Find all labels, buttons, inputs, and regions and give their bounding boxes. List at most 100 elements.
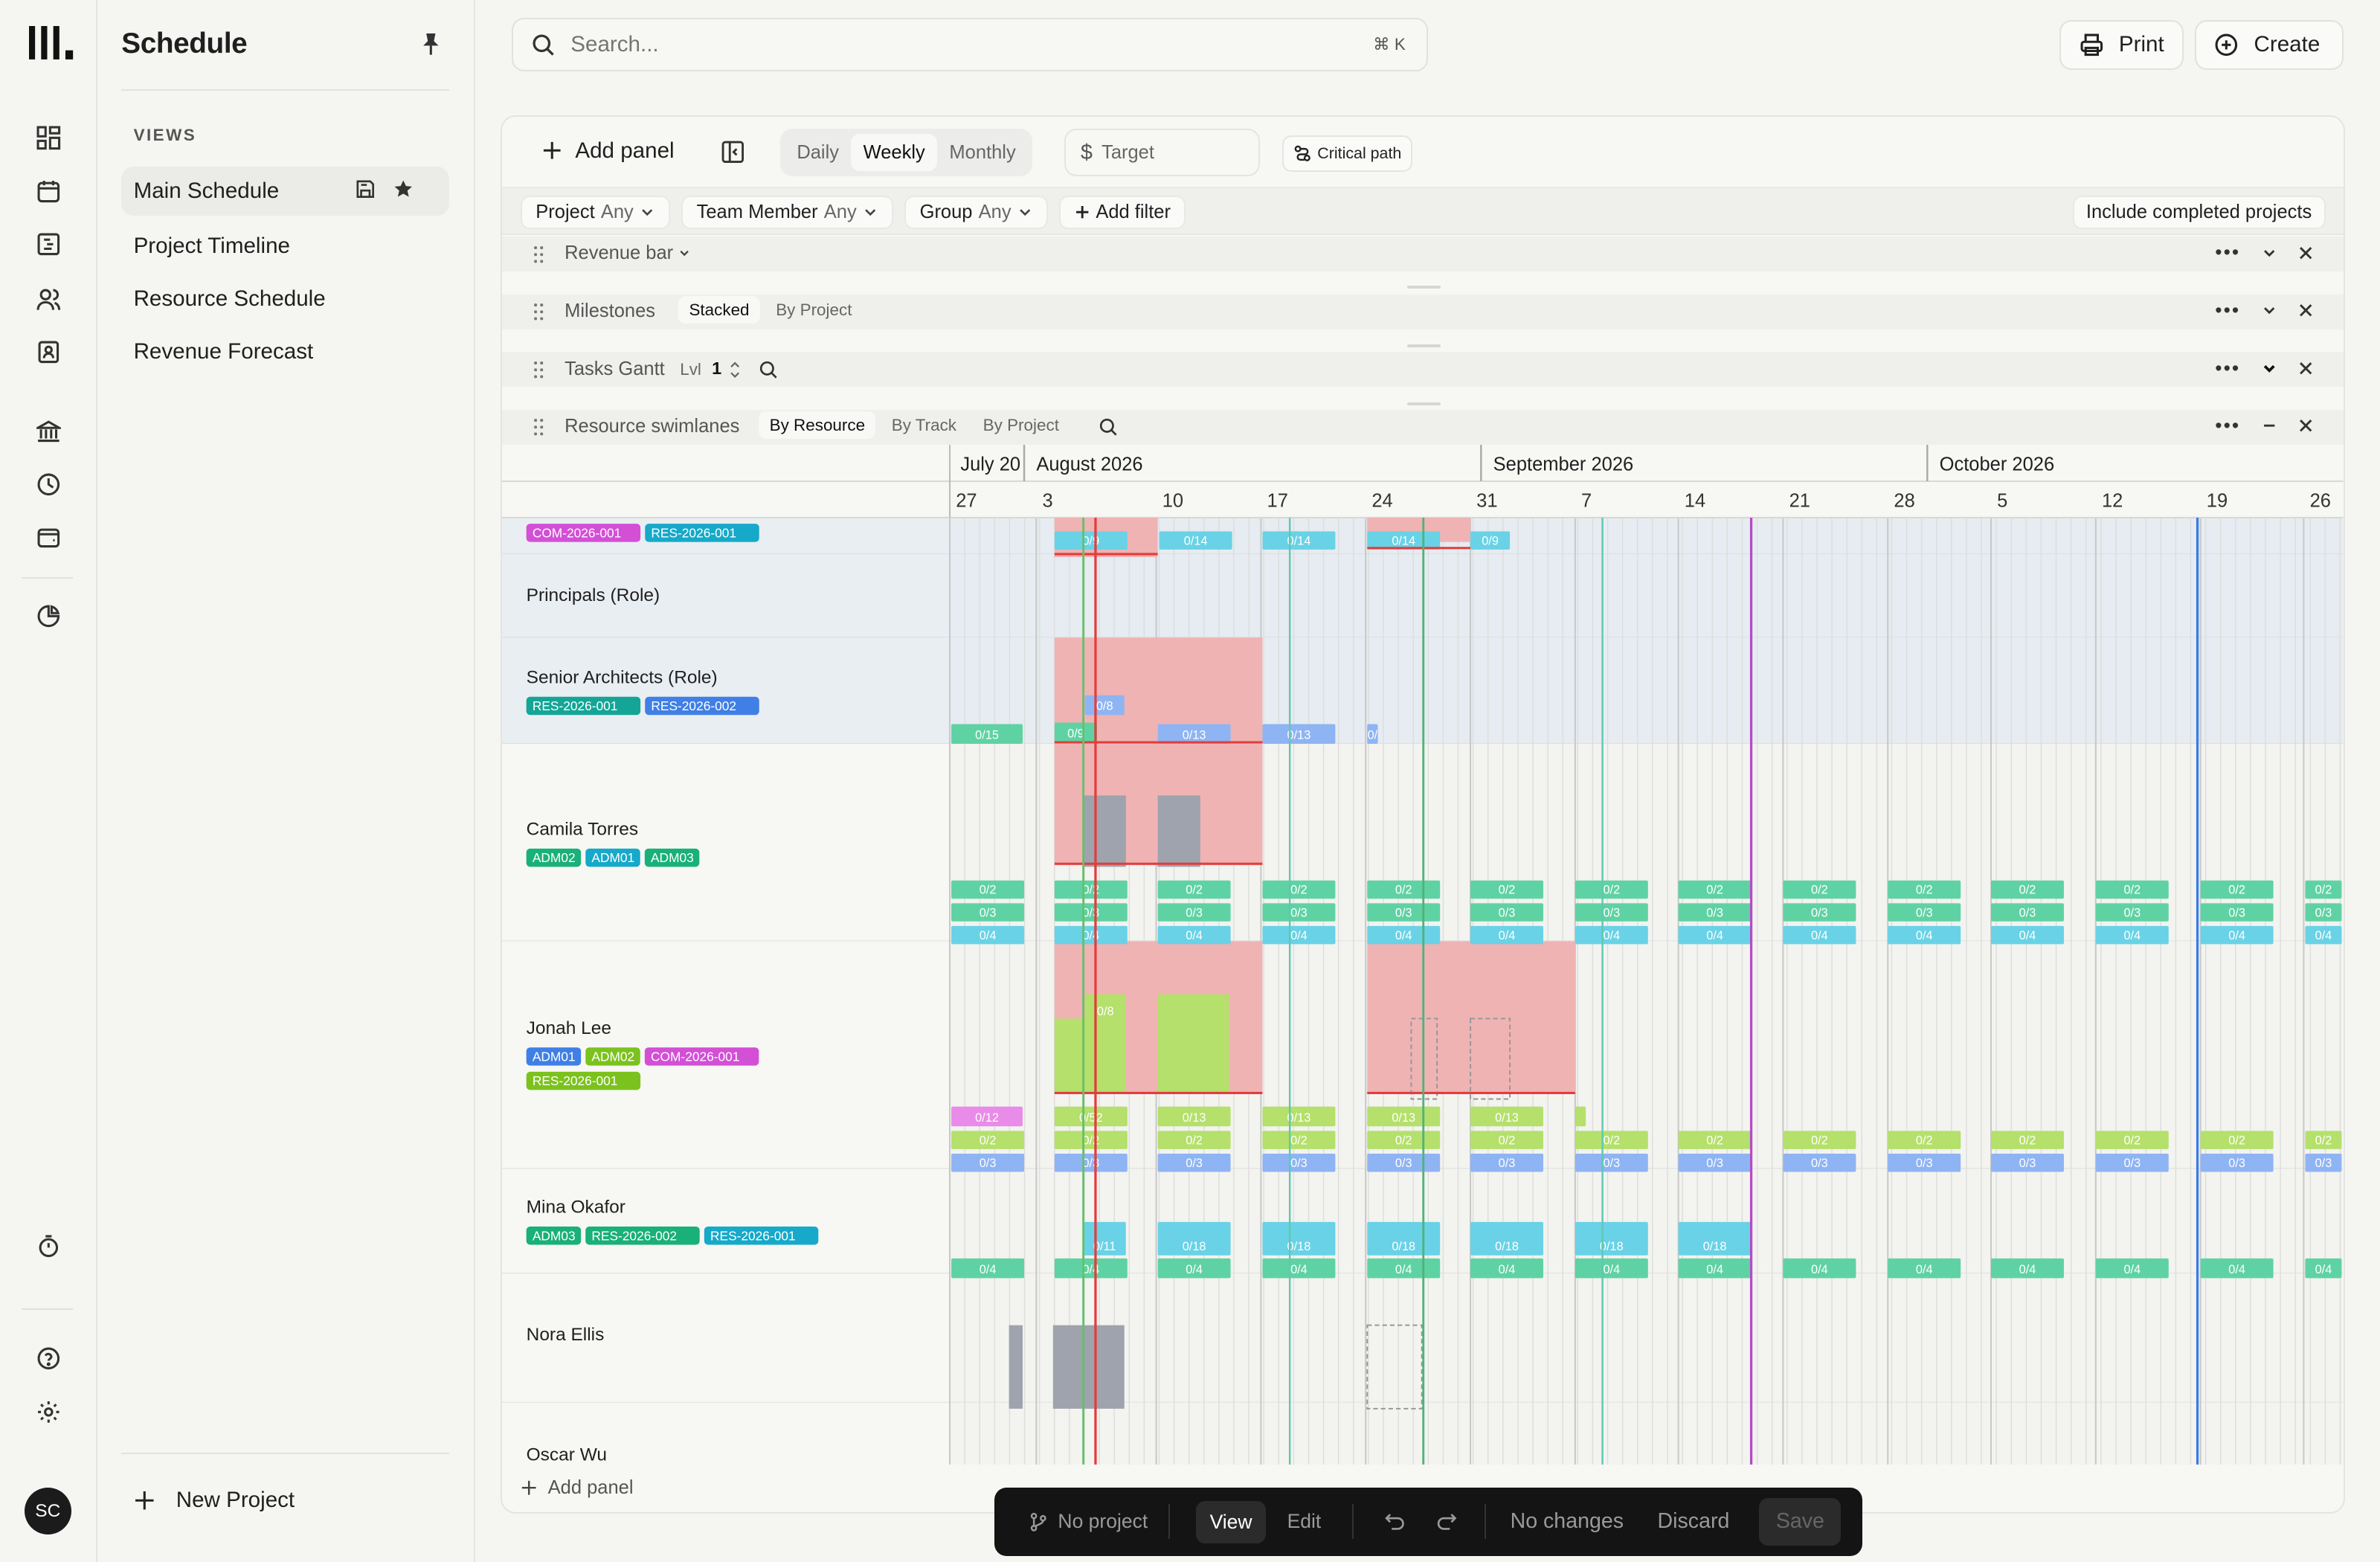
include-completed-toggle[interactable]: Include completed projects xyxy=(2072,196,2326,230)
sidebar-item-main-schedule[interactable]: Main Schedule xyxy=(121,167,450,216)
allocation-label: 0/2 xyxy=(2315,1134,2332,1147)
chevron-down-icon[interactable] xyxy=(2262,303,2277,318)
allocation-bar xyxy=(2096,880,2170,899)
bank-icon[interactable] xyxy=(33,416,64,446)
pin-icon[interactable] xyxy=(419,32,443,57)
dashboard-icon[interactable] xyxy=(33,123,64,153)
scale-daily[interactable]: Daily xyxy=(797,141,840,163)
lane-track xyxy=(950,1169,2344,1274)
close-icon[interactable] xyxy=(2298,303,2313,318)
allocation-label: 0/3 xyxy=(2019,1157,2036,1170)
calendar-icon[interactable] xyxy=(33,176,64,207)
timer-icon[interactable] xyxy=(33,1231,64,1262)
revenue-bar-label[interactable]: Revenue bar xyxy=(565,242,690,264)
lane-tag xyxy=(585,1226,701,1245)
print-button[interactable]: Print xyxy=(2059,19,2184,70)
allocation-label: 0/3 xyxy=(980,906,997,919)
panel-resize-handle[interactable] xyxy=(1406,402,1441,405)
add-panel-footer-button[interactable]: Add panel xyxy=(521,1477,634,1499)
stepper-arrows-icon[interactable] xyxy=(729,360,741,380)
rail-divider xyxy=(21,576,73,579)
mode-by-resource[interactable]: By Resource xyxy=(759,411,876,440)
create-button[interactable]: Create xyxy=(2194,19,2344,70)
allocation-bar xyxy=(1262,1221,1336,1256)
chevron-down-icon[interactable] xyxy=(2262,245,2277,260)
drag-handle-icon[interactable] xyxy=(533,245,544,265)
new-project-button[interactable]: New Project xyxy=(134,1488,295,1513)
allocation-bar xyxy=(1783,1131,1856,1149)
lane-tag-label: ADM01 xyxy=(592,850,635,865)
panel-resize-handle[interactable] xyxy=(1406,285,1441,289)
gantt-chart-icon[interactable] xyxy=(33,229,64,260)
branch-selector[interactable]: No project xyxy=(1029,1488,1148,1556)
allocation-label: 0/3 xyxy=(1186,906,1203,919)
drag-handle-icon[interactable] xyxy=(533,302,544,322)
mode-by-track[interactable]: By Track xyxy=(891,416,957,435)
close-icon[interactable] xyxy=(2298,245,2313,260)
filter-project[interactable]: Project Any xyxy=(520,196,670,230)
swimlane-mode-toggle: By Resource By Track By Project xyxy=(759,411,1070,440)
allocation-bar xyxy=(1575,903,1649,922)
level-stepper[interactable]: 1 xyxy=(712,358,722,378)
allocation-label: 0/2 xyxy=(1499,1134,1516,1147)
minimize-icon[interactable] xyxy=(2262,418,2277,433)
drag-handle-icon[interactable] xyxy=(533,417,544,437)
target-field[interactable]: $ Target xyxy=(1064,129,1260,176)
filter-team-member[interactable]: Team Member Any xyxy=(681,196,893,230)
more-icon[interactable]: ••• xyxy=(2215,356,2241,379)
close-icon[interactable] xyxy=(2298,361,2313,376)
allocation-label: 0/3 xyxy=(1395,906,1412,919)
allocation-bar xyxy=(1055,1131,1128,1149)
filter-value: Any xyxy=(978,202,1012,223)
add-panel-button[interactable]: Add panel xyxy=(542,138,675,164)
save-button[interactable]: Save xyxy=(1759,1498,1842,1546)
edit-mode-button[interactable]: Edit xyxy=(1287,1488,1322,1556)
chevron-down-icon[interactable] xyxy=(2262,361,2277,376)
allocation-bar xyxy=(2096,1258,2170,1279)
help-icon[interactable] xyxy=(33,1343,64,1374)
search-icon[interactable] xyxy=(759,360,779,380)
more-icon[interactable]: ••• xyxy=(2215,414,2241,437)
critical-path-button[interactable]: Critical path xyxy=(1282,135,1412,172)
save-view-icon[interactable] xyxy=(356,179,376,199)
star-icon[interactable] xyxy=(393,179,414,199)
user-avatar[interactable]: SC xyxy=(24,1487,71,1535)
allocation-bar xyxy=(1783,1153,1856,1172)
more-icon[interactable]: ••• xyxy=(2215,241,2241,264)
scale-weekly[interactable]: Weekly xyxy=(851,134,938,171)
allocation-label: 0/4 xyxy=(1186,1263,1203,1276)
settings-gear-icon[interactable] xyxy=(33,1397,64,1427)
sidebar-item-resource-schedule[interactable]: Resource Schedule xyxy=(121,274,449,323)
scale-monthly[interactable]: Monthly xyxy=(949,141,1016,163)
undo-button[interactable] xyxy=(1384,1488,1406,1556)
mode-stacked[interactable]: Stacked xyxy=(678,295,760,324)
discard-button[interactable]: Discard xyxy=(1658,1488,1730,1556)
search-input[interactable] xyxy=(570,32,1299,58)
wallet-icon[interactable] xyxy=(33,522,64,553)
sidebar-item-project-timeline[interactable]: Project Timeline xyxy=(121,222,449,270)
pie-chart-icon[interactable] xyxy=(33,601,64,631)
redo-button[interactable] xyxy=(1436,1488,1458,1556)
clock-icon[interactable] xyxy=(33,469,64,500)
more-icon[interactable]: ••• xyxy=(2215,298,2241,321)
users-icon[interactable] xyxy=(33,284,64,315)
close-icon[interactable] xyxy=(2298,418,2313,433)
mode-by-project[interactable]: By Project xyxy=(982,416,1059,435)
allocation-bar xyxy=(2305,925,2342,945)
view-mode-button[interactable]: View xyxy=(1196,1501,1267,1544)
app-logo-icon[interactable] xyxy=(28,25,74,60)
allocation-label: 0/13 xyxy=(1183,728,1206,742)
allocation-bar xyxy=(1470,1221,1544,1256)
allocation-label: 0/4 xyxy=(1083,1263,1100,1276)
sidebar-toggle-icon[interactable] xyxy=(721,140,745,164)
add-filter-button[interactable]: Add filter xyxy=(1059,196,1186,230)
add-panel-footer-label: Add panel xyxy=(547,1476,634,1498)
search-bar[interactable]: ⌘ K xyxy=(511,18,1429,71)
search-icon[interactable] xyxy=(1099,417,1119,437)
panel-resize-handle[interactable] xyxy=(1406,344,1441,348)
filter-group[interactable]: Group Any xyxy=(904,196,1048,230)
sidebar-item-revenue-forecast[interactable]: Revenue Forecast xyxy=(121,328,449,376)
mode-by-project[interactable]: By Project xyxy=(776,300,852,319)
drag-handle-icon[interactable] xyxy=(533,360,544,380)
contact-book-icon[interactable] xyxy=(33,337,64,367)
